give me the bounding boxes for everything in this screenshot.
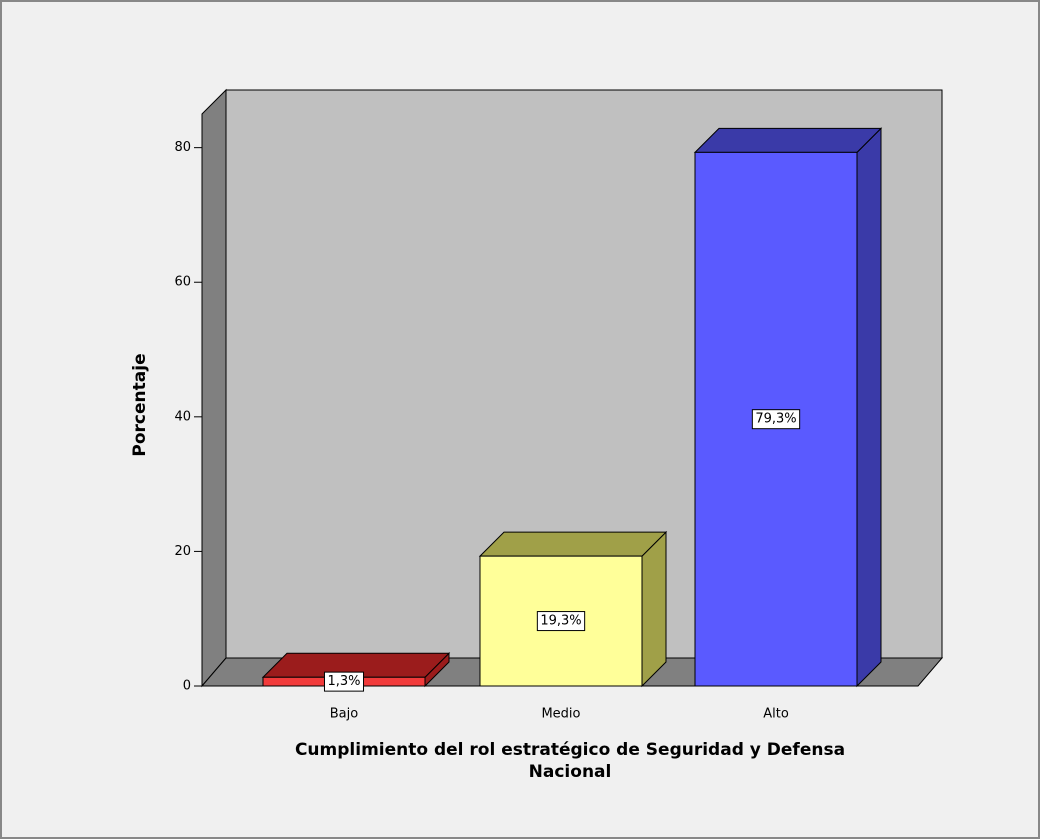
value-label: 19,3% — [540, 614, 581, 629]
side-wall — [201, 88, 227, 688]
value-label: 79,3% — [755, 412, 796, 427]
value-label-box — [323, 671, 365, 692]
y-axis-title: Porcentaje — [130, 353, 150, 456]
x-tick-label: Medio — [541, 707, 580, 722]
value-label-box — [536, 611, 586, 632]
bar-top — [478, 531, 668, 557]
bar-side — [641, 530, 667, 688]
x-tick-label: Alto — [763, 707, 789, 722]
y-tick-label: 80 — [174, 140, 191, 155]
y-tick-label: 60 — [174, 275, 191, 290]
bar-side — [856, 127, 882, 688]
x-tick-label: Bajo — [330, 707, 358, 722]
x-axis-title: Nacional — [529, 762, 612, 782]
value-label: 1,3% — [327, 674, 360, 689]
x-axis-title: Cumplimiento del rol estratégico de Segu… — [295, 740, 845, 760]
bar-top — [693, 127, 883, 153]
y-tick-label: 0 — [183, 679, 191, 694]
y-tick-label: 40 — [174, 409, 191, 424]
value-label-box — [751, 409, 801, 430]
y-tick-label: 20 — [174, 544, 191, 559]
